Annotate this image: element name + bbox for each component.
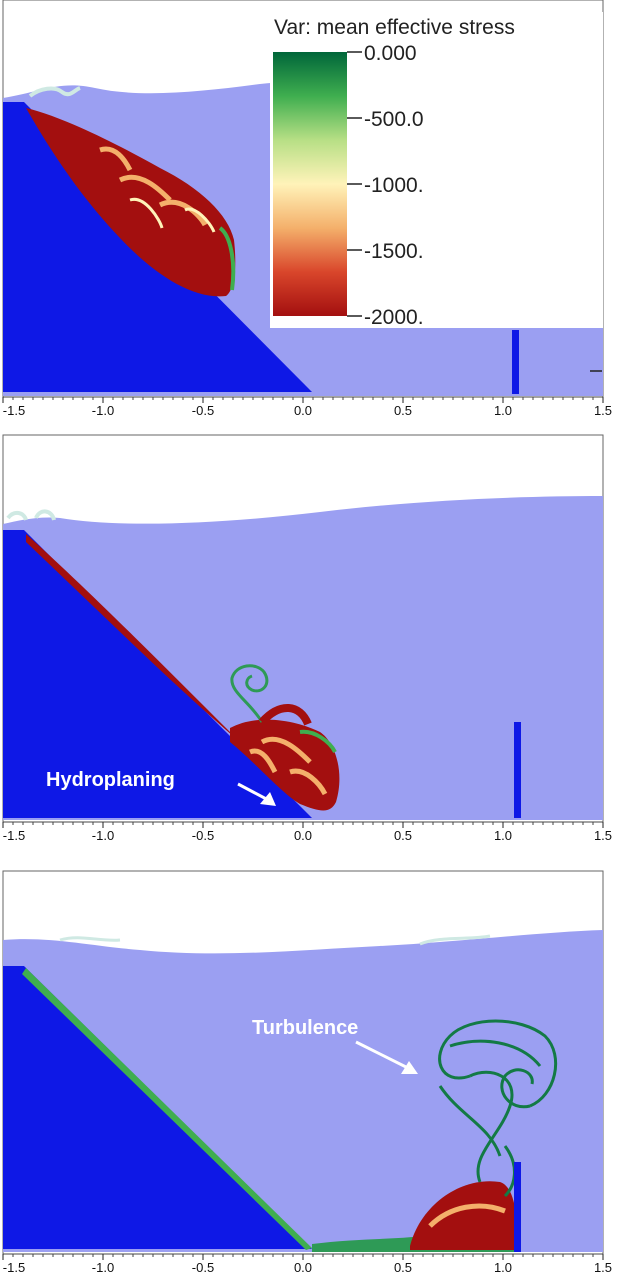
legend-title: Var: mean effective stress	[274, 16, 515, 39]
slide-head-texture	[249, 737, 328, 796]
simulation-panel-2: Hydroplaning -1.5 -1.0 -0.5 0.0 0.5 1.0 1.5	[0, 432, 622, 854]
panel-3-canvas: Turbulence -1.5 -1.0 -0.5 0.0 0.5 1.0 1.5	[2, 870, 612, 1275]
axis-tick-label: -0.5	[192, 1260, 214, 1275]
wave-crest	[28, 86, 81, 98]
simulation-panel-1: Var: mean effective stress 0.000 -500.0 …	[0, 0, 622, 428]
axis-tick-label: 0.5	[394, 403, 412, 418]
wall-accumulation	[410, 1181, 518, 1250]
axis-tick-label: -1.0	[92, 403, 114, 418]
axis-tick-label: -1.5	[3, 828, 25, 843]
turbulence-plume	[438, 1019, 558, 1198]
axis-tick-label: 1.0	[494, 1260, 512, 1275]
axis-tick-label: 1.0	[494, 828, 512, 843]
axis-tick-label: -0.5	[192, 403, 214, 418]
slide-mass-highlight	[129, 197, 216, 233]
axis-tick-label: 0.0	[294, 403, 312, 418]
wave-crest	[6, 509, 56, 521]
slide-head	[230, 719, 340, 811]
turbulence-arrow	[355, 1040, 418, 1074]
axis-tick-label: 1.5	[594, 403, 612, 418]
slope-deposit	[22, 968, 312, 1250]
panel-2-canvas: Hydroplaning -1.5 -1.0 -0.5 0.0 0.5 1.0 1.5	[2, 434, 612, 843]
axis-tick-label: -1.5	[3, 1260, 25, 1275]
slide-head-edge	[299, 729, 337, 754]
axis-tick-label: 1.5	[594, 828, 612, 843]
axis-tick-label: 0.5	[394, 828, 412, 843]
x-axis: -1.5 -1.0 -0.5 0.0 0.5 1.0 1.5	[2, 821, 612, 843]
axis-tick-label: 0.5	[394, 1260, 412, 1275]
legend-tick-2: -1000.	[364, 174, 424, 197]
legend-tick-3: -1500.	[364, 240, 424, 263]
axis-tick-label: 0.0	[294, 828, 312, 843]
x-axis: -1.5 -1.0 -0.5 0.0 0.5 1.0 1.5	[2, 396, 612, 418]
axis-tick-label: -1.0	[92, 1260, 114, 1275]
slide-layer	[26, 534, 240, 742]
accumulation-texture	[428, 1203, 506, 1228]
x-axis: -1.5 -1.0 -0.5 0.0 0.5 1.0 1.5	[2, 1253, 612, 1275]
legend-colorbar	[273, 52, 347, 316]
hydroplaning-arrow	[237, 782, 276, 806]
axis-tick-label: 1.5	[594, 1260, 612, 1275]
slide-mass-texture	[99, 146, 208, 227]
slope-solid	[3, 530, 312, 818]
axis-tick-label: -0.5	[192, 828, 214, 843]
slide-mass	[26, 108, 236, 297]
simulation-panel-3: Turbulence -1.5 -1.0 -0.5 0.0 0.5 1.0 1.5	[0, 866, 622, 1286]
legend-tick-1: -500.0	[364, 108, 424, 131]
slide-mass-edge	[218, 226, 236, 291]
turbulence-label: Turbulence	[252, 1017, 358, 1039]
vortex-curl	[230, 664, 269, 723]
legend-ticks: 0.000 -500.0 -1000. -1500. -2000.	[347, 42, 424, 329]
vortex-stem	[259, 704, 312, 726]
legend-tick-4: -2000.	[364, 306, 424, 329]
wave-crest	[59, 934, 491, 946]
axis-tick-label: -1.5	[3, 403, 25, 418]
panel-1-canvas: Var: mean effective stress 0.000 -500.0 …	[2, 0, 612, 418]
axis-tick-label: 1.0	[494, 403, 512, 418]
legend-tick-0: 0.000	[364, 42, 417, 65]
wall	[512, 330, 519, 394]
wall	[514, 722, 521, 818]
axis-tick-label: 0.0	[294, 1260, 312, 1275]
axis-tick-label: -1.0	[92, 828, 114, 843]
wall	[514, 1162, 521, 1252]
hydroplaning-label: Hydroplaning	[46, 769, 175, 791]
